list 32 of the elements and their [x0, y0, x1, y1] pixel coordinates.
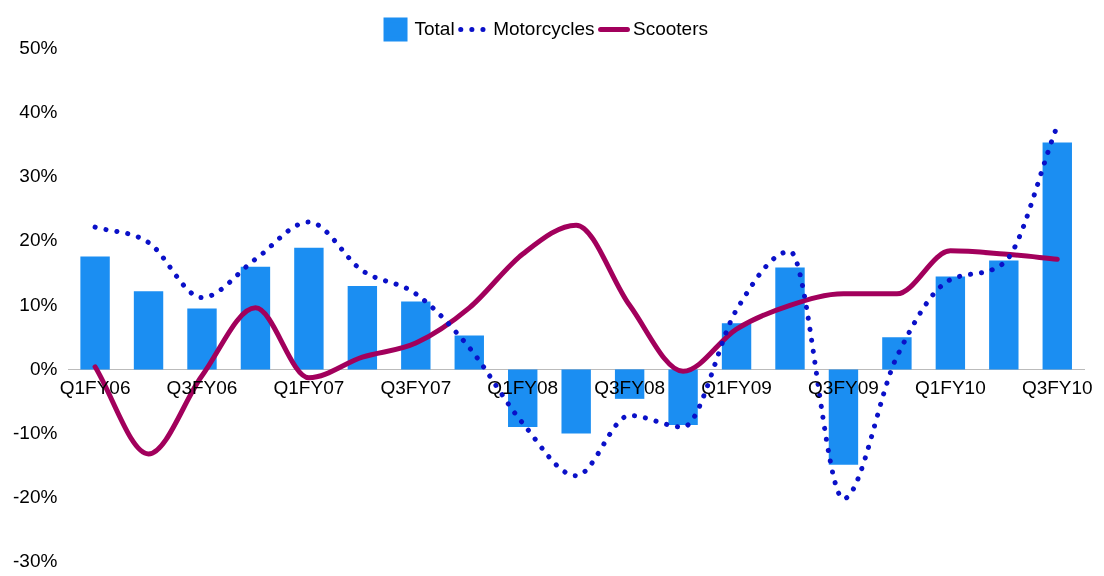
bar [882, 337, 912, 370]
bar [240, 266, 271, 370]
legend-label: Scooters [633, 17, 708, 39]
bar [80, 256, 110, 370]
x-tick-label: Q3FY10 [1021, 377, 1093, 399]
legend-label: Motorcycles [493, 17, 595, 39]
bar [347, 286, 378, 370]
y-tick-label: -30% [13, 549, 58, 571]
y-tick-label: 10% [19, 293, 58, 315]
bar [294, 247, 324, 370]
y-tick-label: 30% [19, 165, 58, 187]
bar [775, 267, 805, 370]
x-tick-label: Q1FY10 [914, 377, 986, 399]
bar [1042, 142, 1072, 370]
y-tick-label: 50% [19, 37, 58, 59]
y-tick-label: 40% [19, 101, 58, 123]
x-tick-label: Q1FY07 [273, 377, 345, 399]
y-tick-label: -10% [13, 421, 58, 443]
bar [133, 291, 164, 370]
bar [561, 369, 591, 434]
bar [668, 369, 698, 426]
y-tick-label: 20% [19, 229, 58, 251]
x-tick-label: Q3FY07 [380, 377, 452, 399]
legend-label: Total [414, 17, 455, 39]
bar [187, 308, 217, 370]
y-tick-label: -20% [13, 485, 58, 507]
bar [454, 335, 484, 370]
bar [401, 301, 431, 370]
y-tick-label: 0% [29, 357, 58, 379]
bar [935, 276, 966, 370]
bar [989, 260, 1019, 370]
x-tick-label: Q1FY09 [701, 377, 772, 399]
